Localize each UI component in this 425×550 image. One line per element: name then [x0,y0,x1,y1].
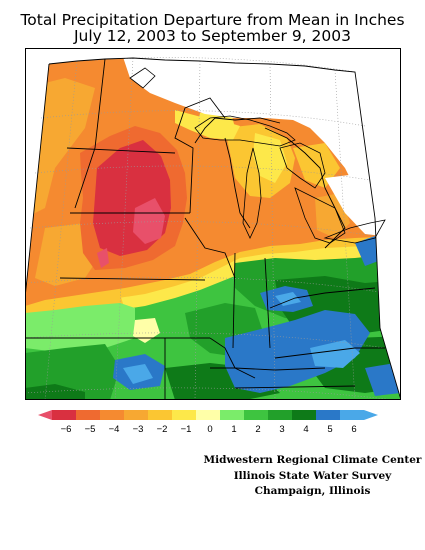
state-boundaries [25,57,401,400]
legend-label: −4 [109,424,120,435]
legend-label: −6 [61,424,72,435]
legend-label: 3 [279,424,284,435]
legend-swatch [196,410,220,420]
legend-swatch [100,410,124,420]
legend-label: 5 [327,424,332,435]
great-lakes-shoreline [129,67,386,244]
color-legend: −6 −5 −4 −3 −2 −1 0 1 2 3 4 5 6 [38,410,378,435]
legend-label: 1 [231,424,236,435]
legend-swatch [268,410,292,420]
legend-swatch [316,410,340,420]
legend-label: −3 [133,424,144,435]
credit-line2: Illinois State Water Survey [233,470,392,482]
legend-label: −1 [181,424,192,435]
legend-swatch [124,410,148,420]
departure-color-field [25,58,401,400]
legend-swatch [292,410,316,420]
credit-line1: Midwestern Regional Climate Center [203,454,422,466]
legend-swatch [172,410,196,420]
legend-swatch [148,410,172,420]
legend-swatch [52,410,76,420]
legend-high-arrow [364,410,378,420]
graticule [25,57,396,400]
legend-label: −5 [85,424,96,435]
legend-label: 4 [303,424,308,435]
map-frame [25,48,401,400]
precipitation-departure-map [25,48,401,400]
map-title-line1: Total Precipitation Departure from Mean … [20,11,405,29]
map-title-line2: July 12, 2003 to September 9, 2003 [73,27,351,45]
credit-line3: Champaign, Illinois [254,485,371,497]
legend-swatch [220,410,244,420]
legend-swatch [244,410,268,420]
legend-label: −2 [157,424,168,435]
legend-swatch [76,410,100,420]
legend-swatch [340,410,364,420]
legend-label: 2 [255,424,260,435]
legend-label: 6 [351,424,356,435]
legend-label: 0 [207,424,212,435]
legend-low-arrow [38,410,52,420]
